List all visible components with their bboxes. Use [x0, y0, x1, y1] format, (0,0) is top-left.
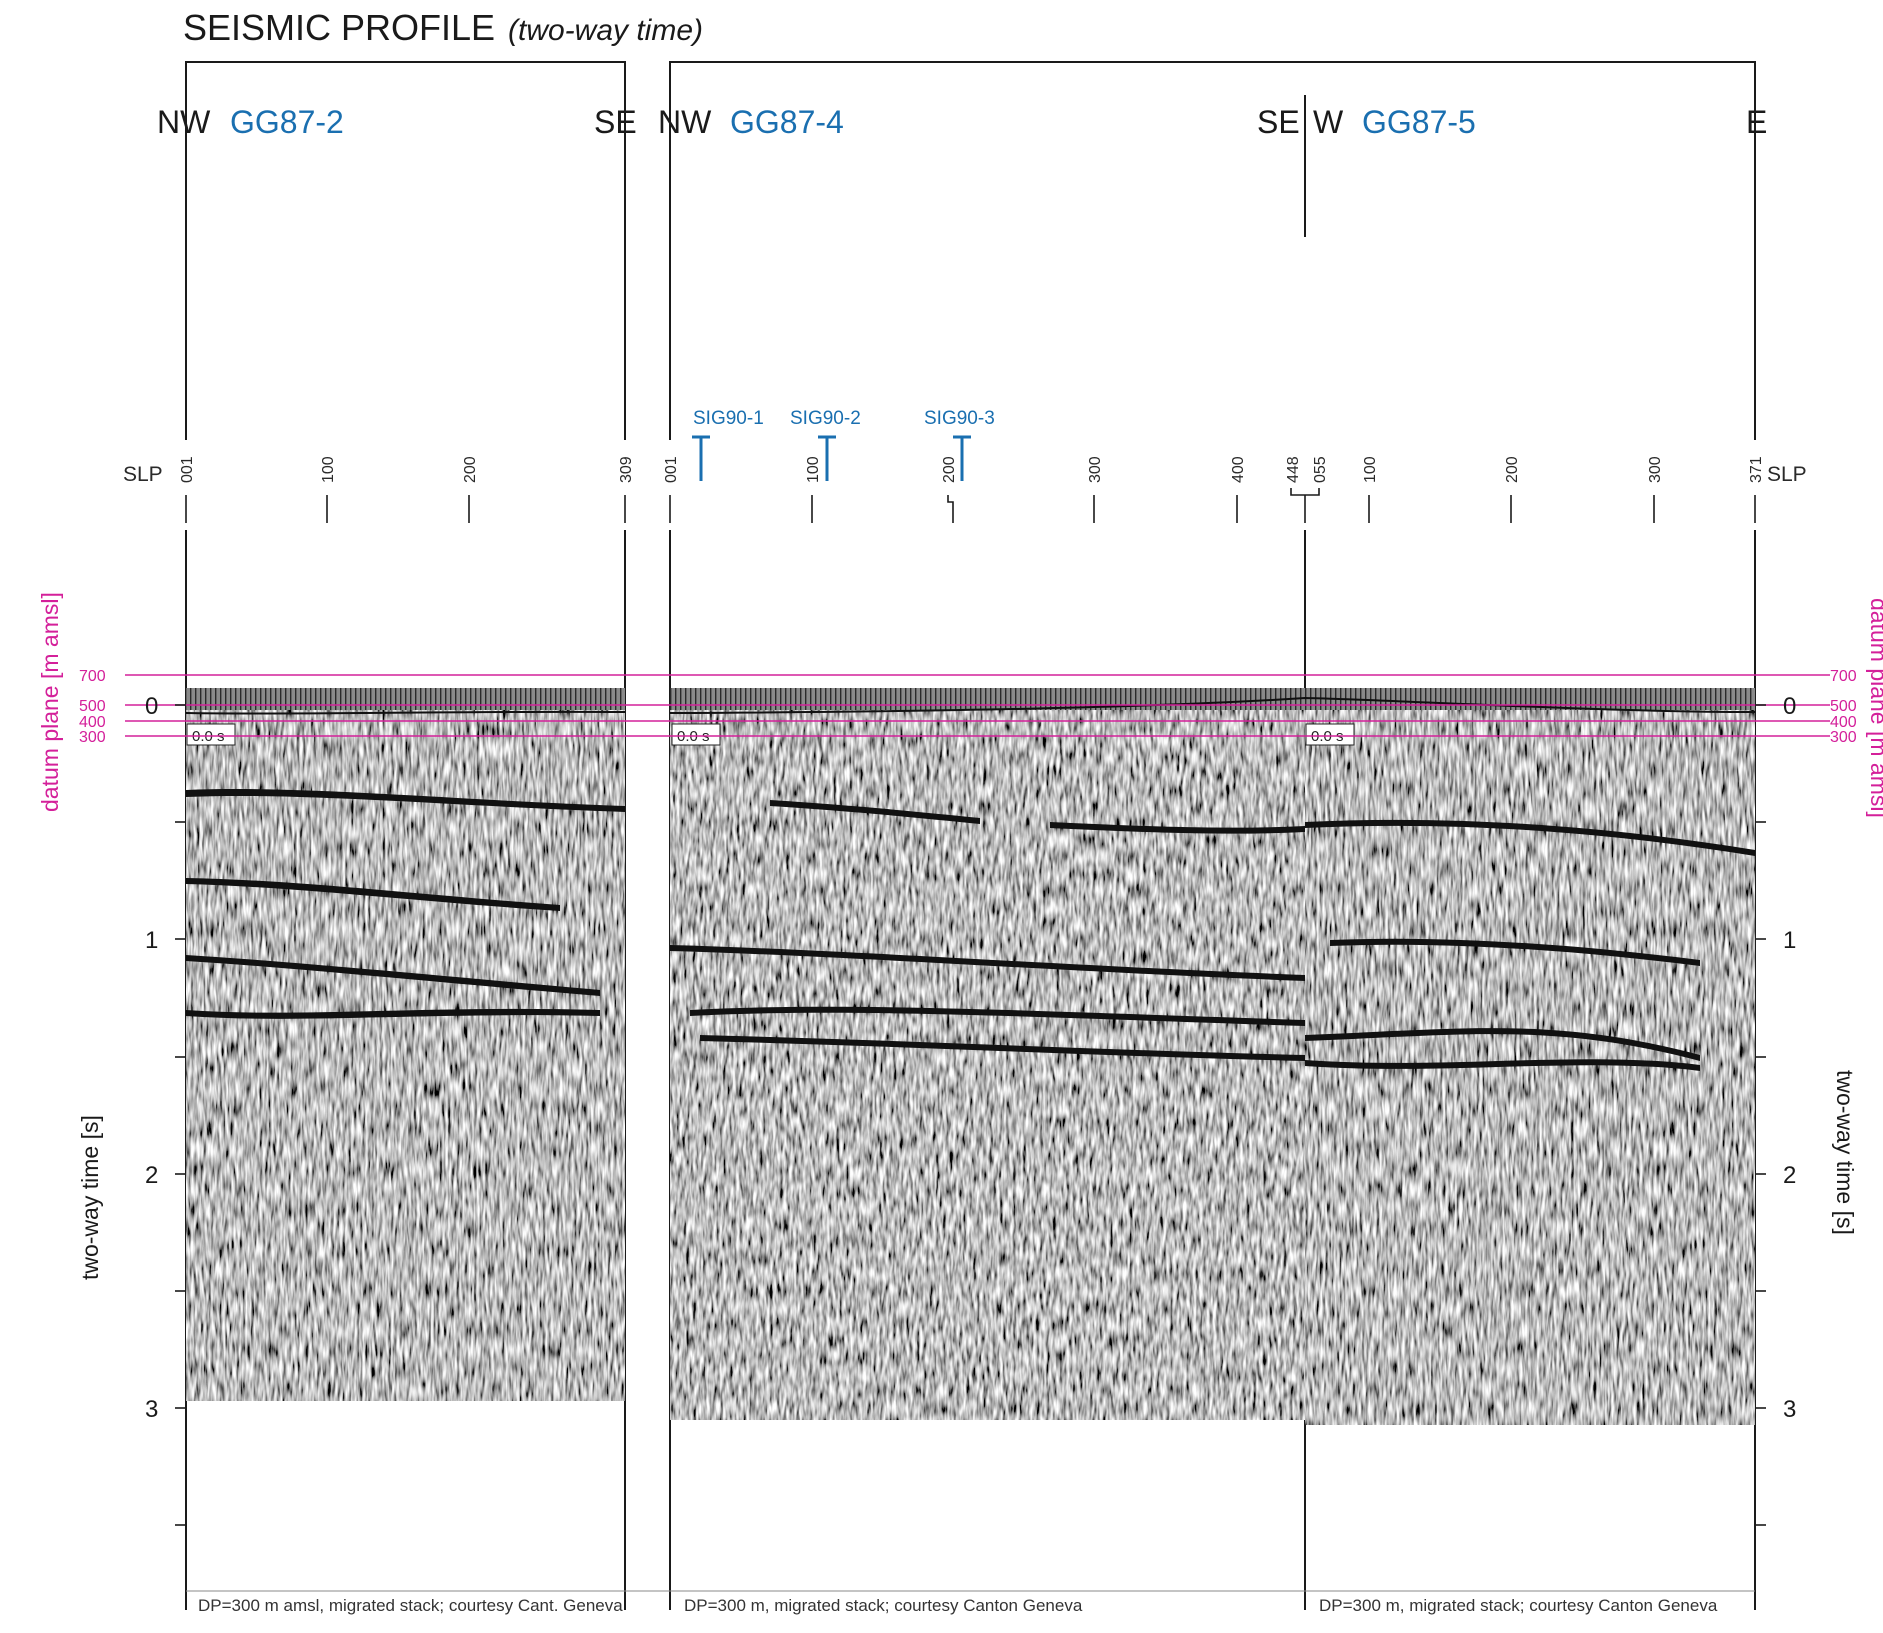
profile-2-name: GG87-4: [730, 104, 844, 140]
time-axis-ticks: [175, 704, 1766, 1526]
datum-right-300: 300: [1830, 729, 1857, 746]
slp-start-2: 001: [663, 456, 680, 483]
profile-1-name: GG87-2: [230, 104, 344, 140]
time-left-0: 0: [145, 693, 158, 720]
slp-start-1: 001: [179, 456, 196, 483]
profile-3-left-dir: W: [1313, 104, 1344, 140]
datum-right-700: 700: [1830, 668, 1857, 685]
slp-end-3: 371: [1748, 456, 1765, 483]
credit-3: DP=300 m, migrated stack; courtesy Canto…: [1319, 1596, 1718, 1615]
datum-left-400: 400: [79, 714, 106, 731]
time-right-3: 3: [1783, 1396, 1796, 1423]
well-symbol-1: [692, 435, 710, 481]
slp-tick-3-300: 300: [1647, 456, 1664, 483]
time-right-1: 1: [1783, 927, 1796, 954]
time-left-3: 3: [145, 1396, 158, 1423]
slp-tick-2-200: 200: [941, 456, 958, 483]
well-markers: SIG90-1 SIG90-2 SIG90-3: [692, 408, 995, 481]
profile-1-right-dir: SE: [594, 104, 637, 140]
slp-start-3: 055: [1312, 456, 1329, 483]
well-label-3: SIG90-3: [924, 408, 995, 429]
time-axis-labels: 0 1 2 3 0 1 2 3: [145, 693, 1796, 1423]
time-right-2: 2: [1783, 1162, 1796, 1189]
time-axis-title-right: two-way time [s]: [1832, 1070, 1858, 1235]
profile-1-left-dir: NW: [157, 104, 211, 140]
profile-3-right-dir: E: [1746, 104, 1767, 140]
credit-1: DP=300 m amsl, migrated stack; courtesy …: [198, 1596, 623, 1615]
time-right-0: 0: [1783, 693, 1796, 720]
well-label-1: SIG90-1: [693, 408, 764, 429]
datum-axis-title-right: datum plane [m amsl]: [1866, 598, 1883, 818]
datum-left-500: 500: [79, 698, 106, 715]
well-symbol-2: [818, 435, 836, 481]
slp-tick-2-100: 100: [805, 456, 822, 483]
datum-right-400: 400: [1830, 714, 1857, 731]
slp-tick-1-200: 200: [462, 456, 479, 483]
profile-headers: NW GG87-2 SE NW GG87-4 SE W GG87-5 E: [157, 104, 1767, 140]
profile-3-name: GG87-5: [1362, 104, 1476, 140]
seismic-section-2: [670, 688, 1305, 1420]
well-symbol-3: [953, 435, 971, 481]
figure-title: SEISMIC PROFILE: [183, 7, 495, 48]
profile-2-left-dir: NW: [658, 104, 712, 140]
slp-tick-3-100: 100: [1362, 456, 1379, 483]
time-left-1: 1: [145, 927, 158, 954]
datum-left-300: 300: [79, 729, 106, 746]
time-left-2: 2: [145, 1162, 158, 1189]
topography-line: [185, 696, 1756, 715]
slp-tick-2-400: 400: [1230, 456, 1247, 483]
slp-label-right: SLP: [1767, 463, 1807, 486]
slp-tick-2-300: 300: [1087, 456, 1104, 483]
slp-label-left: SLP: [123, 463, 163, 486]
datum-labels: 700 500 400 300 700 500 400 300: [79, 668, 1857, 746]
seismic-section-1: [186, 688, 625, 1401]
slp-axis: SLP SLP 001 100 200 309 001 100 200 300 …: [123, 456, 1807, 523]
well-label-2: SIG90-2: [790, 408, 861, 429]
figure-subtitle: (two-way time): [508, 14, 703, 47]
datum-left-700: 700: [79, 668, 106, 685]
seismic-section-3: [1305, 688, 1755, 1425]
slp-end-1: 309: [618, 456, 635, 483]
slp-tick-1-100: 100: [320, 456, 337, 483]
datum-right-500: 500: [1830, 698, 1857, 715]
credit-2: DP=300 m, migrated stack; courtesy Canto…: [684, 1596, 1083, 1615]
time-axis-title-left: two-way time [s]: [77, 1115, 103, 1280]
datum-axis-title-left: datum plane [m amsl]: [37, 592, 63, 812]
profile-2-right-dir: SE: [1257, 104, 1300, 140]
datum-lines: [125, 674, 1830, 737]
slp-tick-3-200: 200: [1504, 456, 1521, 483]
slp-end-2: 448: [1285, 456, 1302, 483]
